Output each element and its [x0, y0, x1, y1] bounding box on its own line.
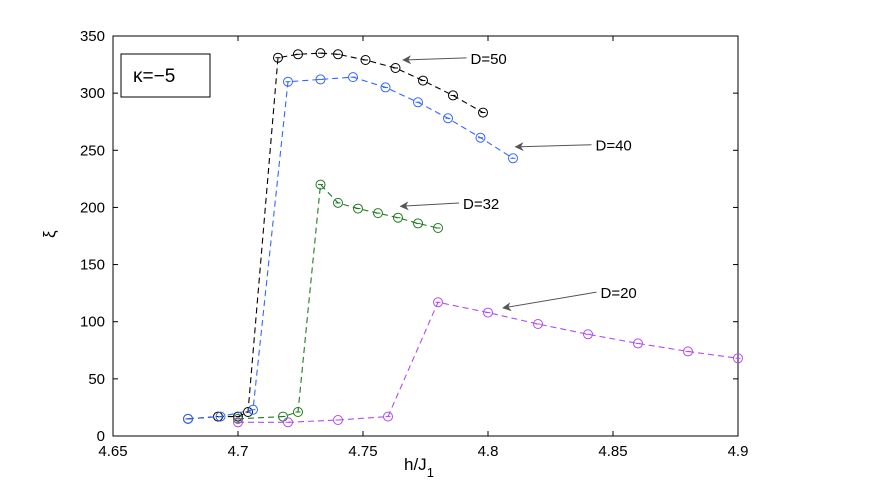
data-point-d-50 [418, 75, 428, 86]
y-tick-label: 100 [80, 314, 105, 331]
annotation-arrow-d-32 [399, 201, 460, 211]
data-point-d-40 [348, 72, 358, 83]
data-point-d-32 [278, 411, 288, 422]
data-point-d-32 [233, 413, 243, 424]
annotation-label-d-40: D=40 [596, 138, 632, 155]
annotation-arrow-d-20 [502, 291, 597, 312]
legend-kappa-label: κ=−5 [133, 66, 175, 87]
data-point-d-50 [478, 107, 488, 118]
y-tick-label: 150 [80, 257, 105, 274]
data-point-d-40 [380, 82, 391, 93]
data-point-d-20 [483, 307, 493, 318]
data-point-d-40 [183, 413, 193, 424]
data-point-d-20 [683, 346, 693, 357]
data-point-d-20 [583, 329, 593, 340]
data-point-d-50 [293, 49, 303, 60]
series-line-d-32 [237, 183, 439, 420]
series-d-40 [183, 72, 518, 424]
x-tick-label: 4.75 [348, 443, 377, 460]
data-point-d-40 [508, 153, 518, 164]
y-tick-label: 250 [80, 142, 105, 159]
data-point-d-32 [293, 407, 303, 417]
data-point-d-50 [448, 90, 458, 101]
series-d-20 [233, 297, 743, 428]
x-tick-label: 4.8 [478, 443, 499, 460]
y-tick-label: 350 [80, 28, 105, 45]
data-point-d-20 [283, 417, 293, 428]
data-point-d-32 [333, 197, 343, 208]
data-point-d-50 [273, 52, 283, 63]
x-tick-label: 4.65 [98, 443, 127, 460]
data-point-d-32 [353, 203, 363, 214]
x-tick-label: 4.7 [228, 443, 249, 460]
data-point-d-32 [393, 212, 403, 223]
data-point-d-50 [243, 407, 253, 417]
data-point-d-40 [443, 113, 453, 124]
y-tick-label: 300 [80, 85, 105, 102]
annotation-label-d-20: D=20 [601, 285, 637, 302]
series-layer [183, 48, 743, 428]
data-point-d-20 [233, 417, 243, 428]
data-point-d-20 [333, 415, 343, 425]
data-point-d-32 [315, 179, 326, 190]
data-point-d-50 [315, 48, 326, 59]
x-tick-label: 4.9 [728, 443, 749, 460]
annotation-arrow-d-40 [514, 142, 592, 152]
y-tick-label: 200 [80, 199, 105, 216]
data-point-d-32 [433, 223, 443, 233]
data-point-d-50 [233, 411, 243, 422]
data-point-d-40 [248, 404, 258, 415]
x-axis-label: h/J1 [404, 455, 434, 480]
data-point-d-20 [633, 338, 643, 349]
y-tick-label: 50 [88, 371, 105, 388]
y-axis-label: ξ [40, 230, 59, 238]
data-point-d-50 [390, 63, 401, 73]
data-point-d-50 [360, 55, 371, 65]
data-point-d-20 [733, 353, 743, 364]
legend-frame [120, 53, 211, 98]
data-point-d-40 [215, 411, 226, 422]
annotation-label-d-32: D=32 [463, 196, 499, 213]
annotation-arrow-d-50 [402, 55, 467, 65]
legend-box: κ=−5 [120, 53, 211, 98]
data-point-d-20 [533, 319, 543, 329]
data-point-d-20 [383, 411, 393, 422]
series-d-32 [233, 179, 443, 424]
data-point-d-20 [433, 297, 443, 308]
x-tick-label: 4.85 [598, 443, 627, 460]
x-axis-label-main: h/J [404, 455, 427, 474]
data-point-d-32 [413, 218, 423, 229]
data-point-d-50 [333, 49, 343, 60]
x-axis-label-subscript: 1 [427, 465, 434, 480]
tick-layer: 4.65 4.7 4.75 4.8 4.85 4.9 0 50 100 150 200 250 300 3… [80, 28, 748, 460]
data-point-d-40 [283, 76, 293, 87]
data-point-d-40 [413, 97, 423, 108]
data-point-d-40 [475, 132, 486, 143]
plot-area [112, 35, 739, 437]
annotation-layer: D=50 D=40 D=32 D=20 [399, 51, 637, 312]
data-point-d-32 [373, 208, 383, 219]
annotation-label-d-50: D=50 [471, 51, 507, 68]
data-point-d-40 [315, 74, 326, 85]
y-tick-label: 0 [97, 428, 105, 445]
